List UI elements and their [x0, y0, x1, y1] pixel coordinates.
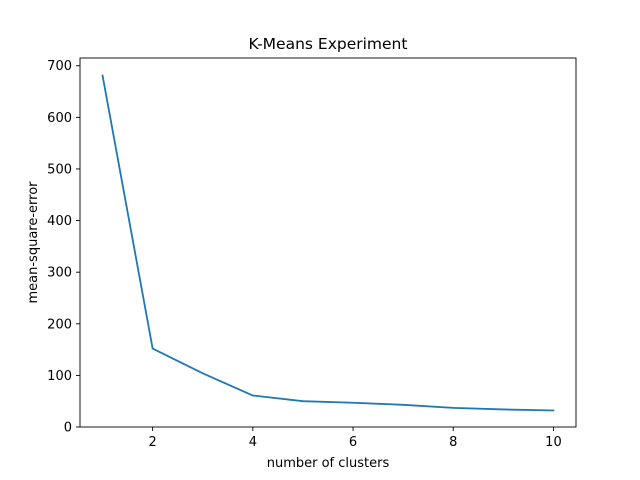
- x-tick-label: 10: [545, 435, 562, 450]
- y-tick-label: 0: [64, 421, 72, 436]
- series-line: [101, 74, 555, 412]
- y-tick-label: 600: [47, 111, 72, 126]
- x-tick-label: 8: [449, 435, 457, 450]
- y-tick-label: 100: [47, 369, 72, 384]
- y-tick-label: 300: [47, 266, 72, 281]
- y-tick-label: 500: [47, 162, 72, 177]
- x-axis-ticks: 2 4 6 8 10: [149, 427, 562, 450]
- chart-title: K-Means Experiment: [249, 35, 408, 53]
- x-tick-label: 4: [249, 435, 257, 450]
- series-layer: [101, 74, 555, 412]
- y-axis-ticks: 0 100 200 300 400 500 600 700: [47, 59, 80, 436]
- x-tick-label: 2: [149, 435, 157, 450]
- y-tick-label: 400: [47, 214, 72, 229]
- plot-frame: [79, 57, 577, 428]
- y-axis-label: mean-square-error: [26, 181, 41, 304]
- x-axis-label: number of clusters: [267, 456, 390, 471]
- x-tick-label: 6: [349, 435, 357, 450]
- y-tick-label: 700: [47, 59, 72, 74]
- y-tick-label: 200: [47, 317, 72, 332]
- plot-background: [80, 58, 576, 427]
